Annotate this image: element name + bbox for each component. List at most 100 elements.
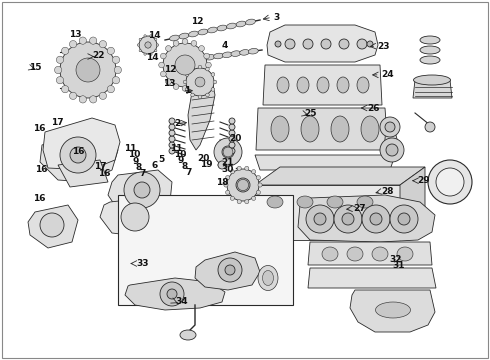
Text: 5: 5 (158, 154, 164, 163)
Circle shape (211, 73, 215, 76)
Circle shape (199, 79, 204, 85)
Ellipse shape (420, 36, 440, 44)
Circle shape (342, 213, 354, 225)
Text: 27: 27 (353, 204, 366, 213)
Circle shape (185, 73, 189, 76)
Circle shape (436, 168, 464, 196)
Circle shape (285, 39, 295, 49)
Circle shape (225, 265, 235, 275)
Polygon shape (400, 167, 425, 240)
Circle shape (166, 79, 171, 85)
Circle shape (213, 80, 217, 84)
Circle shape (169, 136, 175, 142)
Text: 17: 17 (51, 118, 64, 127)
Ellipse shape (297, 77, 309, 93)
Text: 19: 19 (200, 161, 213, 169)
Text: 4: 4 (221, 41, 228, 50)
Circle shape (229, 136, 235, 142)
FancyBboxPatch shape (118, 195, 293, 305)
Circle shape (54, 66, 62, 74)
Circle shape (169, 124, 175, 130)
Text: 13: 13 (69, 30, 81, 39)
Circle shape (90, 37, 97, 44)
Circle shape (182, 86, 188, 91)
Circle shape (214, 138, 242, 166)
Circle shape (225, 176, 230, 180)
Ellipse shape (357, 196, 373, 208)
Ellipse shape (322, 247, 338, 261)
Text: 6: 6 (152, 161, 158, 170)
Polygon shape (255, 155, 395, 170)
Text: 20: 20 (197, 154, 209, 163)
Circle shape (191, 93, 195, 97)
Circle shape (144, 53, 146, 55)
Circle shape (169, 148, 175, 154)
Circle shape (114, 66, 122, 74)
Circle shape (90, 96, 97, 103)
Text: 17: 17 (94, 162, 107, 171)
Ellipse shape (420, 56, 440, 64)
Ellipse shape (170, 35, 179, 41)
Circle shape (306, 205, 334, 233)
Polygon shape (350, 290, 435, 332)
Polygon shape (308, 268, 436, 288)
Circle shape (177, 57, 193, 73)
Text: 12: 12 (191, 17, 204, 26)
Polygon shape (255, 185, 400, 240)
Circle shape (99, 41, 106, 48)
Circle shape (139, 36, 157, 54)
Circle shape (112, 56, 120, 63)
Text: 22: 22 (92, 51, 105, 60)
Circle shape (198, 65, 202, 69)
Ellipse shape (231, 51, 241, 57)
Circle shape (183, 80, 187, 84)
Circle shape (160, 282, 184, 306)
Ellipse shape (208, 27, 218, 33)
Polygon shape (108, 170, 172, 212)
Text: 1: 1 (184, 86, 190, 95)
Circle shape (156, 44, 159, 46)
Circle shape (145, 42, 151, 48)
Circle shape (56, 77, 64, 84)
Text: 18: 18 (216, 178, 228, 187)
Circle shape (251, 170, 256, 174)
Circle shape (229, 148, 235, 154)
Text: 28: 28 (381, 187, 394, 196)
Circle shape (60, 137, 96, 173)
Ellipse shape (372, 247, 388, 261)
Circle shape (185, 87, 189, 91)
Text: 33: 33 (136, 259, 149, 268)
Circle shape (199, 46, 204, 51)
Circle shape (206, 67, 209, 71)
Circle shape (370, 213, 382, 225)
Circle shape (224, 183, 228, 187)
Text: 26: 26 (368, 104, 380, 112)
Circle shape (204, 53, 210, 59)
Text: 3: 3 (273, 13, 280, 22)
Ellipse shape (331, 116, 349, 142)
Text: 21: 21 (221, 158, 234, 167)
Ellipse shape (245, 19, 255, 25)
Circle shape (169, 118, 175, 124)
Circle shape (99, 92, 106, 99)
Circle shape (79, 96, 86, 103)
Circle shape (154, 38, 157, 41)
Circle shape (60, 42, 116, 98)
Text: 8: 8 (136, 163, 142, 172)
Circle shape (321, 39, 331, 49)
Circle shape (169, 142, 175, 148)
Circle shape (334, 205, 362, 233)
Text: 7: 7 (185, 168, 192, 177)
Text: 16: 16 (33, 194, 46, 203)
Ellipse shape (248, 48, 258, 54)
Circle shape (237, 199, 241, 204)
Ellipse shape (188, 57, 197, 62)
Text: 23: 23 (377, 41, 390, 50)
Circle shape (256, 176, 260, 180)
Polygon shape (40, 130, 118, 182)
Polygon shape (28, 205, 78, 248)
Circle shape (40, 213, 64, 237)
Ellipse shape (258, 266, 278, 291)
Text: 20: 20 (229, 134, 242, 143)
Text: 24: 24 (381, 71, 394, 79)
